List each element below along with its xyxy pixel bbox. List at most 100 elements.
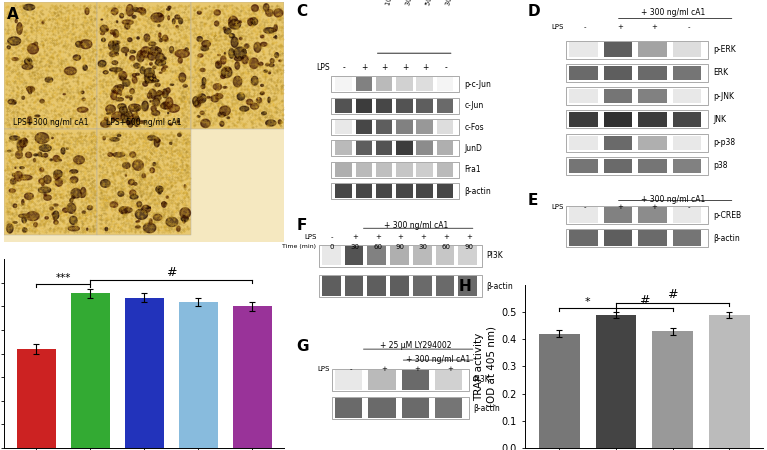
Bar (413, 246, 432, 266)
Text: 30: 30 (419, 244, 428, 250)
Bar (638, 230, 667, 246)
Polygon shape (54, 204, 58, 206)
Polygon shape (71, 189, 81, 198)
Polygon shape (22, 96, 25, 99)
Text: β-actin: β-actin (473, 404, 500, 413)
Polygon shape (153, 214, 162, 220)
Polygon shape (168, 6, 171, 9)
Polygon shape (85, 8, 89, 14)
Polygon shape (114, 91, 117, 94)
Polygon shape (130, 89, 134, 94)
Text: 90: 90 (464, 244, 473, 250)
Text: -: - (687, 24, 690, 30)
Text: 300 ng/ml cA1: 300 ng/ml cA1 (405, 0, 423, 6)
Polygon shape (8, 150, 11, 152)
Polygon shape (126, 175, 127, 176)
Polygon shape (156, 13, 163, 17)
Bar (125, 297, 163, 448)
Polygon shape (258, 62, 263, 66)
Polygon shape (52, 213, 54, 215)
Bar (569, 159, 597, 173)
Polygon shape (262, 112, 266, 115)
Polygon shape (133, 77, 137, 83)
Polygon shape (200, 111, 204, 114)
Polygon shape (154, 137, 160, 147)
Bar (335, 398, 363, 418)
Polygon shape (239, 37, 242, 40)
Polygon shape (41, 156, 44, 157)
Polygon shape (150, 219, 152, 225)
Polygon shape (80, 40, 92, 49)
Polygon shape (163, 66, 167, 68)
Text: +: + (375, 234, 380, 240)
Bar (435, 398, 462, 418)
Text: LPS+500 ng/ml cA1: LPS+500 ng/ml cA1 (107, 118, 182, 127)
Polygon shape (44, 194, 47, 196)
Polygon shape (216, 62, 222, 68)
Polygon shape (170, 47, 173, 53)
Polygon shape (120, 93, 121, 95)
Polygon shape (126, 53, 127, 56)
Polygon shape (125, 23, 130, 29)
Polygon shape (245, 44, 249, 48)
Polygon shape (12, 174, 15, 176)
Polygon shape (168, 16, 170, 20)
Polygon shape (110, 92, 117, 100)
Polygon shape (153, 66, 156, 69)
Bar (335, 163, 352, 177)
Polygon shape (156, 47, 158, 51)
Bar (569, 66, 597, 80)
Polygon shape (113, 153, 125, 157)
Polygon shape (162, 102, 170, 109)
Polygon shape (144, 73, 156, 83)
Polygon shape (159, 33, 161, 37)
Polygon shape (59, 159, 61, 161)
Polygon shape (272, 28, 276, 32)
Bar (436, 184, 453, 198)
Polygon shape (117, 21, 118, 22)
Polygon shape (110, 52, 116, 57)
Bar (416, 120, 433, 134)
Bar (638, 135, 667, 150)
Polygon shape (269, 64, 274, 67)
Bar (604, 135, 632, 150)
Polygon shape (132, 113, 138, 122)
Text: +: + (422, 63, 429, 72)
Polygon shape (9, 189, 15, 193)
Text: 0: 0 (330, 244, 334, 250)
Polygon shape (101, 38, 105, 41)
Bar (595, 315, 637, 448)
Text: -: - (687, 204, 690, 210)
Polygon shape (158, 90, 160, 96)
Polygon shape (127, 38, 132, 42)
Polygon shape (70, 170, 78, 173)
Polygon shape (55, 178, 62, 186)
Text: LPS: LPS (304, 234, 317, 240)
Bar (566, 229, 709, 247)
Polygon shape (130, 190, 136, 196)
Bar (459, 276, 477, 296)
Bar (436, 120, 453, 134)
Bar (416, 184, 433, 198)
Polygon shape (58, 157, 60, 160)
Polygon shape (17, 23, 22, 34)
Polygon shape (8, 99, 15, 104)
Polygon shape (126, 120, 137, 124)
Polygon shape (39, 178, 44, 184)
Bar (436, 276, 454, 296)
Polygon shape (155, 83, 160, 86)
Polygon shape (147, 93, 152, 99)
Bar (709, 315, 749, 448)
Polygon shape (23, 143, 25, 146)
Polygon shape (67, 148, 68, 149)
Polygon shape (242, 50, 245, 52)
Polygon shape (110, 68, 122, 72)
Bar (569, 42, 597, 57)
Polygon shape (263, 4, 269, 11)
Polygon shape (25, 193, 33, 199)
Bar (566, 206, 709, 224)
Text: LPS: LPS (551, 24, 564, 30)
Bar (638, 112, 667, 126)
Polygon shape (21, 200, 24, 205)
Bar (344, 276, 364, 296)
